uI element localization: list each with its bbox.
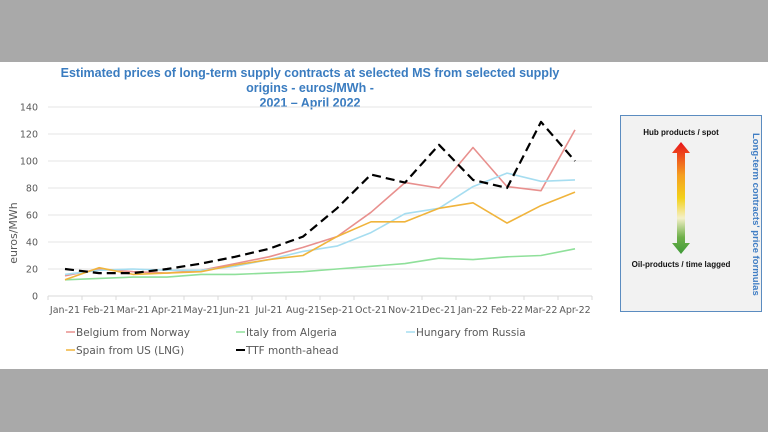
x-tick-label: Jan-22 [457, 305, 488, 316]
x-tick-label: Sep-21 [320, 305, 353, 316]
y-tick-label: 140 [20, 103, 38, 114]
series-line-italy-from-algeria [64, 248, 576, 281]
y-axis-label: euros/MWh [7, 202, 20, 264]
y-tick-label: 40 [26, 238, 38, 249]
y-tick-label: 0 [32, 292, 38, 303]
x-tick-label: Oct-21 [355, 305, 387, 316]
x-tick-label: Aug-21 [286, 305, 320, 316]
y-tick-label: 100 [20, 157, 38, 168]
y-tick-label: 20 [26, 265, 38, 276]
x-tick-label: Jun-21 [219, 305, 250, 316]
legend-item: Italy from Algeria [236, 327, 337, 339]
legend-item: Belgium from Norway [66, 327, 190, 339]
x-tick-label: Feb-21 [83, 305, 115, 316]
y-tick-label: 120 [20, 130, 38, 141]
panel-side-label: Long-term contracts' price formulas [750, 132, 761, 296]
legend-item: Hungary from Russia [406, 327, 526, 339]
legend-label: Spain from US (LNG) [76, 345, 184, 357]
chart-title-line-1: Estimated prices of long-term supply con… [60, 66, 560, 95]
legend-label: TTF month-ahead [245, 345, 339, 357]
legend-label: Hungary from Russia [416, 327, 526, 339]
legend-label: Italy from Algeria [246, 327, 337, 339]
panel-top-label: Hub products / spot [643, 128, 719, 137]
x-tick-label: Dec-21 [422, 305, 456, 316]
x-tick-label: Jul-21 [255, 305, 283, 316]
x-tick-label: Feb-22 [491, 305, 523, 316]
x-tick-label: Mar-22 [525, 305, 558, 316]
legend-label: Belgium from Norway [76, 327, 190, 339]
x-tick-label: Mar-21 [117, 305, 150, 316]
x-axis-ticks: Jan-21 Feb-21 Mar-21 Apr-21 May-21 Jun-21 Jul-… [47, 296, 593, 316]
x-tick-label: Nov-21 [388, 305, 422, 316]
x-tick-label: May-21 [184, 305, 219, 316]
series-line-spain-from-us-lng [64, 191, 576, 281]
panel-bottom-label: Oil-products / time lagged [631, 260, 731, 269]
series-line-hungary-from-russia [64, 172, 576, 276]
y-axis-ticks: 0 20 40 60 80 100 120 140 [20, 103, 38, 303]
gradient-double-arrow-icon [672, 142, 690, 254]
gridlines [48, 106, 592, 297]
price-formula-panel: Hub products / spot Oil-products / time … [620, 115, 762, 312]
legend: Belgium from Norway Italy from Algeria Hun… [66, 327, 526, 357]
series-line-belgium-from-norway [64, 129, 576, 277]
series-lines [64, 120, 576, 281]
slide: Estimated prices of long-term supply con… [0, 62, 768, 369]
y-tick-label: 80 [26, 184, 38, 195]
legend-item: Spain from US (LNG) [66, 345, 184, 357]
y-tick-label: 60 [26, 211, 38, 222]
x-tick-label: Apr-21 [151, 305, 182, 316]
series-line-ttf-month-ahead [64, 120, 576, 275]
x-tick-label: Jan-21 [49, 305, 80, 316]
legend-item: TTF month-ahead [236, 345, 339, 357]
x-tick-label: Apr-22 [559, 305, 590, 316]
